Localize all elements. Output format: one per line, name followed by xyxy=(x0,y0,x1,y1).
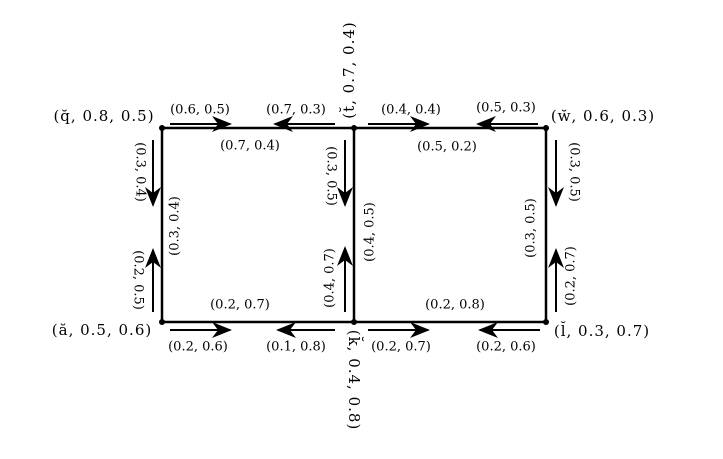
edge-label: (0.5, 0.2) xyxy=(417,140,477,155)
edges xyxy=(160,126,548,324)
edge-label: (0.1, 0.8) xyxy=(266,340,326,355)
node-label: (w̆, 0.6, 0.3) xyxy=(551,107,655,125)
edge-label: (0.4, 0.4) xyxy=(381,103,441,118)
arrows xyxy=(145,116,564,338)
edge-label: (0.2, 0.5) xyxy=(131,250,146,310)
edge-label: (0.2, 0.6) xyxy=(168,340,228,355)
edge-label: (0.3, 0.5) xyxy=(567,142,582,202)
edge-label: (0.2, 0.7) xyxy=(371,340,431,355)
edge-label: (0.3, 0.4) xyxy=(133,142,148,202)
edge-label: (0.6, 0.5) xyxy=(170,103,230,118)
edge-label: (0.2, 0.7) xyxy=(210,298,270,313)
node-label: (t̆, 0.7, 0.4) xyxy=(339,21,358,119)
edge-label: (0.4, 0.7) xyxy=(323,248,338,308)
nodes-dots xyxy=(159,125,549,325)
edge-label: (0.7, 0.4) xyxy=(220,139,280,154)
edge-label: (0.3, 0.4) xyxy=(168,196,183,256)
edge-label: (0.3, 0.5) xyxy=(524,198,539,258)
node-label: (ă, 0.5, 0.6) xyxy=(52,321,152,339)
node-label: (q̆, 0.8, 0.5) xyxy=(53,107,154,125)
edge-labels: (0.6, 0.5) (0.7, 0.3) (0.7, 0.4) (0.4, 0… xyxy=(131,101,582,355)
edge-label: (0.2, 0.8) xyxy=(425,298,485,313)
node-label: (l̆, 0.3, 0.7) xyxy=(554,322,650,340)
node-label: (k̆, 0.4, 0.8) xyxy=(345,330,364,431)
node-labels: (q̆, 0.8, 0.5) (t̆, 0.7, 0.4) (w̆, 0.6, … xyxy=(52,21,655,431)
edge-label: (0.7, 0.3) xyxy=(266,103,326,118)
edge-label: (0.3, 0.5) xyxy=(324,146,339,206)
edge-label: (0.2, 0.6) xyxy=(476,340,536,355)
edge-label: (0.4, 0.5) xyxy=(363,202,378,262)
edge-label: (0.2, 0.7) xyxy=(564,246,579,306)
edge-label: (0.5, 0.3) xyxy=(476,101,536,116)
